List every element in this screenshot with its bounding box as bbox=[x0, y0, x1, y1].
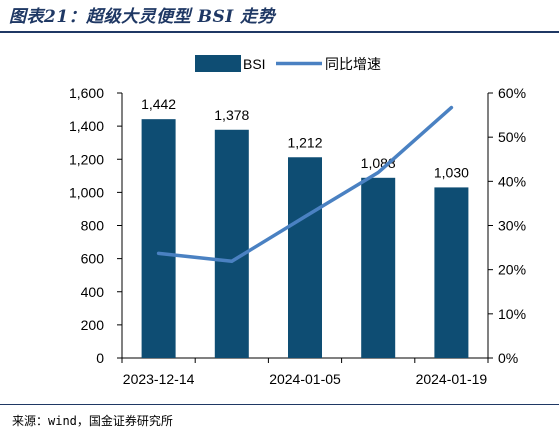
right-y-tick-label: 40% bbox=[498, 173, 526, 189]
right-y-tick-label: 30% bbox=[498, 218, 526, 234]
left-y-tick-label: 0 bbox=[96, 350, 104, 366]
right-y-tick-label: 50% bbox=[498, 129, 526, 145]
legend-label-yoy: 同比增速 bbox=[325, 56, 381, 72]
legend-swatch-bsi bbox=[195, 55, 241, 72]
x-tick-label: 2024-01-19 bbox=[416, 371, 488, 387]
figure-title: 图表21：超级大灵便型 BSI 走势 bbox=[9, 7, 276, 27]
footer-divider bbox=[0, 404, 559, 405]
right-y-tick-label: 20% bbox=[498, 262, 526, 278]
legend-label-bsi: BSI bbox=[243, 56, 266, 72]
source-note: 来源：wind，国金证券研究所 bbox=[12, 414, 173, 428]
right-y-tick-label: 10% bbox=[498, 306, 526, 322]
left-y-tick-label: 1,200 bbox=[69, 151, 104, 167]
bsi-data-label: 1,030 bbox=[434, 164, 469, 180]
left-y-tick-label: 1,600 bbox=[69, 85, 104, 101]
left-y-tick-label: 800 bbox=[81, 218, 105, 234]
x-tick-label: 2024-01-05 bbox=[269, 371, 341, 387]
bsi-bar bbox=[361, 177, 396, 358]
yoy-growth-line bbox=[156, 105, 454, 264]
bsi-bar bbox=[214, 129, 249, 358]
left-y-tick-label: 600 bbox=[81, 251, 105, 267]
left-y-tick-label: 1,400 bbox=[69, 118, 104, 134]
bsi-bar bbox=[434, 187, 469, 358]
bsi-data-label: 1,212 bbox=[287, 134, 322, 150]
bsi-bar bbox=[141, 119, 176, 358]
bsi-data-label: 1,442 bbox=[141, 96, 176, 112]
right-y-tick-label: 60% bbox=[498, 85, 526, 101]
title-divider bbox=[0, 31, 559, 33]
left-y-tick-label: 200 bbox=[81, 317, 105, 333]
bsi-bar bbox=[288, 157, 322, 358]
left-y-tick-label: 400 bbox=[81, 284, 105, 300]
bsi-data-label: 1,378 bbox=[214, 107, 249, 123]
x-tick-label: 2023-12-14 bbox=[123, 371, 195, 387]
left-y-tick-label: 1,000 bbox=[69, 184, 104, 200]
right-y-tick-label: 0% bbox=[498, 350, 518, 366]
